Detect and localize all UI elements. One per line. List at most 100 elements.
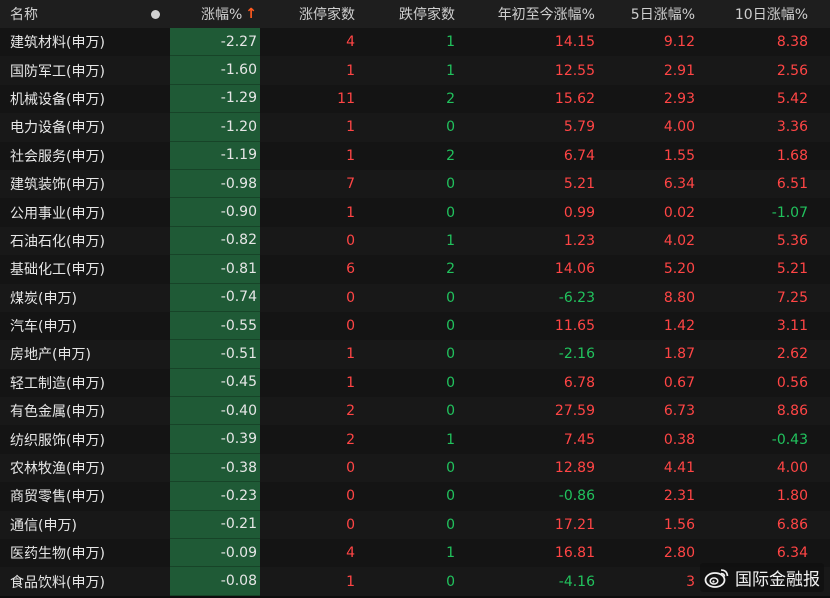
row-dot bbox=[140, 567, 170, 595]
header-5d[interactable]: 5日涨幅% bbox=[630, 7, 695, 23]
table-row[interactable]: 建筑装饰(申万) -0.98 7 0 5.21 6.34 6.51 bbox=[0, 169, 830, 199]
row-limit-up: 6 bbox=[346, 261, 355, 278]
row-limit-down: 0 bbox=[446, 403, 455, 420]
row-limit-up: 1 bbox=[346, 374, 355, 391]
row-limit-up: 1 bbox=[346, 204, 355, 221]
table-row[interactable]: 通信(申万) -0.21 0 0 17.21 1.56 6.86 bbox=[0, 510, 830, 540]
row-10d: 7.25 bbox=[776, 289, 808, 306]
row-ytd: 5.21 bbox=[563, 176, 595, 193]
table-row[interactable]: 公用事业(申万) -0.90 1 0 0.99 0.02 -1.07 bbox=[0, 198, 830, 227]
row-name: 轻工制造(申万) bbox=[10, 375, 105, 392]
table-row[interactable]: 纺织服饰(申万) -0.39 2 1 7.45 0.38 -0.43 bbox=[0, 425, 830, 454]
row-dot bbox=[140, 539, 170, 567]
row-limit-down: 1 bbox=[446, 431, 455, 448]
row-10d: 1.68 bbox=[776, 147, 808, 164]
row-10d: 4.00 bbox=[776, 460, 808, 477]
row-change: -0.82 bbox=[170, 226, 260, 256]
row-limit-down: 0 bbox=[446, 346, 455, 363]
row-change: -0.74 bbox=[170, 283, 260, 312]
row-limit-up: 0 bbox=[346, 318, 355, 335]
row-5d: 9.12 bbox=[663, 34, 695, 51]
row-limit-up: 2 bbox=[346, 403, 355, 420]
table-row[interactable]: 医药生物(申万) -0.09 4 1 16.81 2.80 6.34 bbox=[0, 539, 830, 568]
header-ytd[interactable]: 年初至今涨幅% bbox=[497, 7, 595, 23]
header-change-label: 涨幅% bbox=[200, 7, 243, 23]
table-row[interactable]: 农林牧渔(申万) -0.38 0 0 12.89 4.41 4.00 bbox=[0, 453, 830, 483]
row-change: -0.21 bbox=[170, 510, 260, 540]
row-limit-down: 0 bbox=[446, 573, 455, 590]
row-limit-down: 0 bbox=[446, 119, 455, 136]
table-row[interactable]: 轻工制造(申万) -0.45 1 0 6.78 0.67 0.56 bbox=[0, 368, 830, 398]
weibo-icon bbox=[704, 568, 729, 588]
row-5d: 1.55 bbox=[663, 147, 695, 164]
row-name: 商贸零售(申万) bbox=[10, 489, 105, 506]
row-limit-up: 0 bbox=[346, 516, 355, 533]
row-limit-up: 1 bbox=[346, 119, 355, 136]
row-name: 建筑装饰(申万) bbox=[10, 177, 105, 194]
header-dot[interactable] bbox=[140, 0, 170, 28]
watermark: 国际金融报 bbox=[700, 563, 824, 592]
row-limit-up: 2 bbox=[346, 431, 355, 448]
table-row[interactable]: 建筑材料(申万) -2.27 4 1 14.15 9.12 8.38 bbox=[0, 28, 830, 57]
row-change: -0.81 bbox=[170, 255, 260, 284]
header-limit-down[interactable]: 跌停家数 bbox=[399, 7, 455, 23]
row-name: 农林牧渔(申万) bbox=[10, 461, 105, 478]
row-5d: 3 bbox=[686, 573, 695, 590]
row-limit-down: 0 bbox=[446, 516, 455, 533]
header-name[interactable]: 名称 bbox=[10, 7, 38, 23]
row-ytd: -2.16 bbox=[558, 346, 595, 363]
row-5d: 4.00 bbox=[663, 119, 695, 136]
row-ytd: 6.74 bbox=[563, 147, 595, 164]
row-10d: 2.62 bbox=[776, 346, 808, 363]
row-change: -0.39 bbox=[170, 425, 260, 454]
table-row[interactable]: 石油石化(申万) -0.82 0 1 1.23 4.02 5.36 bbox=[0, 226, 830, 256]
row-ytd: 14.15 bbox=[554, 34, 595, 51]
row-name: 公用事业(申万) bbox=[10, 205, 105, 222]
row-ytd: 27.59 bbox=[554, 403, 595, 420]
table-row[interactable]: 房地产(申万) -0.51 1 0 -2.16 1.87 2.62 bbox=[0, 340, 830, 369]
header-change[interactable]: 涨幅% ↑ bbox=[170, 0, 260, 28]
table-row[interactable]: 有色金属(申万) -0.40 2 0 27.59 6.73 8.86 bbox=[0, 397, 830, 426]
row-limit-down: 0 bbox=[446, 460, 455, 477]
row-limit-down: 0 bbox=[446, 204, 455, 221]
row-dot bbox=[140, 397, 170, 425]
row-name: 建筑材料(申万) bbox=[10, 35, 105, 52]
table-row[interactable]: 电力设备(申万) -1.20 1 0 5.79 4.00 3.36 bbox=[0, 113, 830, 142]
row-ytd: 12.89 bbox=[554, 460, 595, 477]
row-limit-up: 0 bbox=[346, 460, 355, 477]
row-10d: 6.34 bbox=[776, 545, 808, 562]
row-limit-up: 0 bbox=[346, 488, 355, 505]
row-dot bbox=[140, 312, 170, 340]
row-dot bbox=[140, 85, 170, 113]
row-change: -1.19 bbox=[170, 141, 260, 170]
table-row[interactable]: 基础化工(申万) -0.81 6 2 14.06 5.20 5.21 bbox=[0, 255, 830, 284]
table-row[interactable]: 社会服务(申万) -1.19 1 2 6.74 1.55 1.68 bbox=[0, 141, 830, 170]
row-change: -1.20 bbox=[170, 113, 260, 142]
row-dot bbox=[140, 142, 170, 170]
row-limit-down: 1 bbox=[446, 62, 455, 79]
table-row[interactable]: 商贸零售(申万) -0.23 0 0 -0.86 2.31 1.80 bbox=[0, 482, 830, 511]
row-change: -0.08 bbox=[170, 567, 260, 596]
row-limit-up: 4 bbox=[346, 34, 355, 51]
row-dot bbox=[140, 113, 170, 141]
row-change: -1.60 bbox=[170, 56, 260, 85]
table-row[interactable]: 食品饮料(申万) -0.08 1 0 -4.16 3 bbox=[0, 567, 830, 596]
row-dot bbox=[140, 511, 170, 539]
table-row[interactable]: 国防军工(申万) -1.60 1 1 12.55 2.91 2.56 bbox=[0, 56, 830, 85]
row-name: 房地产(申万) bbox=[10, 347, 91, 364]
header-limit-up[interactable]: 涨停家数 bbox=[299, 7, 355, 23]
row-limit-up: 1 bbox=[346, 573, 355, 590]
table-row[interactable]: 煤炭(申万) -0.74 0 0 -6.23 8.80 7.25 bbox=[0, 283, 830, 312]
row-ytd: -0.86 bbox=[558, 488, 595, 505]
header-10d[interactable]: 10日涨幅% bbox=[734, 7, 808, 23]
row-ytd: 1.23 bbox=[563, 232, 595, 249]
row-10d: 2.56 bbox=[776, 62, 808, 79]
row-dot bbox=[140, 454, 170, 482]
row-name: 机械设备(申万) bbox=[10, 91, 105, 108]
table-row[interactable]: 汽车(申万) -0.55 0 0 11.65 1.42 3.11 bbox=[0, 311, 830, 341]
row-ytd: 7.45 bbox=[563, 431, 595, 448]
row-name: 国防军工(申万) bbox=[10, 63, 105, 80]
row-change: -1.29 bbox=[170, 84, 260, 114]
row-dot bbox=[140, 56, 170, 84]
table-row[interactable]: 机械设备(申万) -1.29 11 2 15.62 2.93 5.42 bbox=[0, 84, 830, 114]
